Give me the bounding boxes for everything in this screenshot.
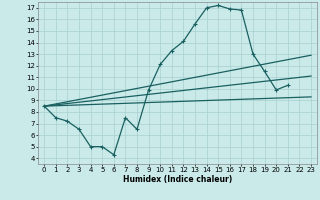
X-axis label: Humidex (Indice chaleur): Humidex (Indice chaleur) bbox=[123, 175, 232, 184]
